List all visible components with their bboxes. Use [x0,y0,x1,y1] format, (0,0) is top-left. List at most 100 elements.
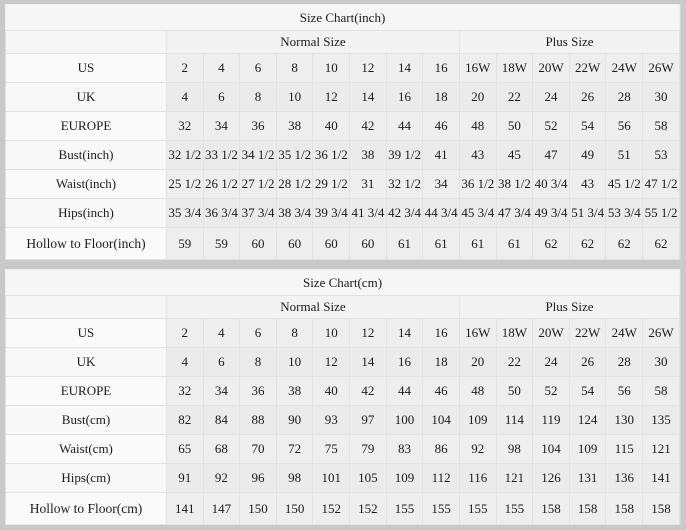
table-row: UK 4 6 8 10 12 14 16 18 20 22 24 26 28 30 [5,82,680,112]
table-cell: 8 [275,53,314,83]
table-cell: 20W [532,53,570,83]
table-row: US 2 4 6 8 10 12 14 16 16W 18W 20W 22W 24W 26W [5,53,680,83]
table-cell: 31 [349,169,387,199]
table-cell: 34 [202,111,241,141]
table-row: US 2 4 6 8 10 12 14 16 16W 18W 20W 22W 24W 26W [5,318,680,348]
row-label: Hollow to Floor(inch) [5,227,167,260]
table-cell: 6 [239,53,277,83]
table-cell: 130 [605,405,644,435]
table-cell: 38 3/4 [275,198,314,228]
table-cell: 4 [202,53,241,83]
table-cell: 61 [385,227,424,260]
table-cell: 65 [165,434,204,464]
table-cell: 47 1/2 [642,169,680,199]
table-cell: 25 1/2 [165,169,204,199]
table-cell: 70 [239,434,277,464]
table-cell: 52 [532,111,570,141]
table-cell: 16W [458,318,497,348]
table-cell: 52 [532,376,570,406]
table-cell: 16W [458,53,497,83]
table-cell: 141 [165,492,204,525]
table-cell: 45 3/4 [458,198,497,228]
table-cell: 53 [642,140,680,170]
table-cell: 92 [458,434,497,464]
table-cell: 104 [532,434,570,464]
table-cell: 62 [568,227,607,260]
table-cell: 26 [568,347,607,377]
table-cell: 61 [495,227,534,260]
size-chart-table-inch: Size Chart(inch) Normal Size Plus Size US 2 4… [5,4,681,260]
table-cell: 61 [458,227,497,260]
group-header-normal-size: Normal Size [165,30,460,54]
table-cell: 47 [532,140,570,170]
table-cell: 56 [605,376,644,406]
table-cell: 16 [422,318,460,348]
table-cell: 14 [385,318,424,348]
table-cell: 38 [275,376,314,406]
table-cell: 121 [495,463,534,493]
table-cell: 4 [165,82,204,112]
table-cell: 12 [312,82,351,112]
table-row: Bust(cm) 82 84 88 90 93 97 100 104 109 114 119 124 13… [5,405,680,435]
table-cell: 104 [422,405,460,435]
table-cell: 38 1/2 [495,169,534,199]
table-cell: 96 [239,463,277,493]
table-cell: 32 [165,111,204,141]
table-cell: 38 [275,111,314,141]
table-cell: 32 [165,376,204,406]
table-cell: 150 [239,492,277,525]
table-cell: 12 [349,318,387,348]
table-cell: 22W [568,318,607,348]
table-cell: 55 1/2 [642,198,680,228]
group-header-row: Normal Size Plus Size [5,30,681,54]
table-cell: 12 [349,53,387,83]
table-cell: 24 [532,347,570,377]
table-cell: 92 [202,463,241,493]
table-cell: 39 1/2 [385,140,424,170]
group-header-spacer [5,30,167,54]
group-header-row: Normal Size Plus Size [5,295,681,319]
table-cell: 26W [642,53,680,83]
table-cell: 26W [642,318,680,348]
table-cell: 28 [605,347,644,377]
size-chart-inch: Size Chart(inch) Normal Size Plus Size US 2 4… [5,4,681,260]
table-cell: 41 3/4 [349,198,387,228]
table-cell: 136 [605,463,644,493]
table-cell: 35 3/4 [165,198,204,228]
table-cell: 18 [422,82,460,112]
table-cell: 46 [422,376,460,406]
row-label: UK [5,347,167,377]
table-cell: 45 1/2 [605,169,644,199]
table-cell: 24 [532,82,570,112]
table-cell: 20 [458,347,497,377]
table-cell: 28 1/2 [275,169,314,199]
table-cell: 40 [312,111,351,141]
table-cell: 88 [239,405,277,435]
table-cell: 135 [642,405,680,435]
table-cell: 42 [349,111,387,141]
table-cell: 20W [532,318,570,348]
table-cell: 43 [458,140,497,170]
table-cell: 4 [165,347,204,377]
table-cell: 109 [458,405,497,435]
table-cell: 84 [202,405,241,435]
table-cell: 48 [458,111,497,141]
table-cell: 45 [495,140,534,170]
table-cell: 44 [385,111,424,141]
table-cell: 36 [239,376,277,406]
table-cell: 10 [275,347,314,377]
table-cell: 22W [568,53,607,83]
table-cell: 155 [495,492,534,525]
table-cell: 109 [385,463,424,493]
table-cell: 34 [422,169,460,199]
table-cell: 158 [642,492,680,525]
table-cell: 26 [568,82,607,112]
table-cell: 155 [422,492,460,525]
table-cell: 155 [385,492,424,525]
table-cell: 8 [275,318,314,348]
table-cell: 24W [605,318,644,348]
table-cell: 82 [165,405,204,435]
table-cell: 101 [312,463,351,493]
table-row: Waist(cm) 65 68 70 72 75 79 83 86 92 98 104 109 115 12… [5,434,680,464]
table-cell: 155 [458,492,497,525]
